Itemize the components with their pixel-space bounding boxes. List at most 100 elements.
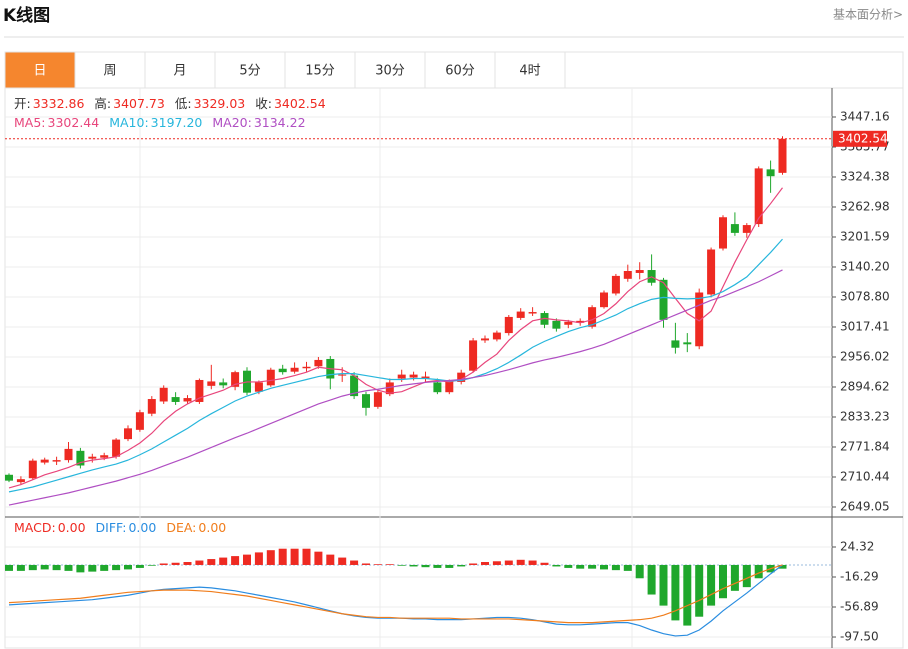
tab-label[interactable]: 日 <box>33 64 46 79</box>
candle-body <box>159 387 168 402</box>
tab-label[interactable]: 4时 <box>519 64 540 79</box>
macd-bar <box>588 564 597 569</box>
legend-value: 0.00 <box>58 520 86 535</box>
tab[interactable] <box>284 51 356 89</box>
macd-bar <box>683 564 692 626</box>
ohlc-legend: 开: 3332.86 高: 3407.73 低: 3329.03 收: 3402.54 <box>14 96 326 111</box>
y-tick-label: 2710.44 <box>840 470 890 484</box>
macd-bar <box>171 562 180 565</box>
y-tick-label: 3324.38 <box>840 169 890 183</box>
y-tick-label: -16.29 <box>840 570 879 584</box>
macd-bar <box>528 560 537 565</box>
candle-body <box>16 479 25 483</box>
tab[interactable] <box>4 51 76 89</box>
y-tick-label: 3078.80 <box>840 290 890 304</box>
legend-value: 0.00 <box>198 520 226 535</box>
macd-bar <box>469 563 478 565</box>
macd-bar <box>124 564 132 570</box>
candle-body <box>588 307 597 327</box>
candle-body <box>635 270 644 273</box>
candle-body <box>219 382 228 386</box>
macd-bar <box>707 564 716 606</box>
macd-bar <box>64 564 73 571</box>
line-series <box>8 238 783 493</box>
candle-body <box>695 292 704 347</box>
legend-label: DIFF: <box>96 520 127 535</box>
tab-label[interactable]: 15分 <box>305 64 335 79</box>
candle-body <box>183 398 192 402</box>
macd-bar <box>195 560 204 565</box>
tab-label[interactable]: 月 <box>173 64 186 79</box>
legend-label: 开: <box>14 96 31 111</box>
y-tick-label: 3017.41 <box>840 320 890 334</box>
y-tick-label: 2771.84 <box>840 440 890 454</box>
legend-label: 低: <box>175 96 192 111</box>
macd-bar <box>88 564 97 572</box>
candle-body <box>112 439 121 457</box>
macd-legend: MACD: 0.00 DIFF: 0.00 DEA: 0.00 <box>14 520 226 535</box>
macd-bar <box>338 557 347 565</box>
candle-body <box>671 340 680 348</box>
macd-bar <box>350 560 359 565</box>
macd-bar <box>207 559 216 565</box>
candle-body <box>52 460 61 462</box>
current-price-label: 3402.54 <box>838 131 888 145</box>
macd-bar <box>457 564 466 567</box>
candle-body <box>516 311 525 318</box>
candle-body <box>433 382 442 393</box>
candle-body <box>135 412 144 430</box>
candle-body <box>147 399 156 414</box>
page-title: K线图 <box>3 5 50 26</box>
ma-legend: MA5: 3302.44 MA10: 3197.20 MA20: 3134.22 <box>14 115 306 130</box>
candle-body <box>397 374 406 379</box>
candle-body <box>314 359 323 367</box>
macd-bar <box>433 564 442 568</box>
tab[interactable] <box>494 51 566 89</box>
candle-body <box>564 321 573 325</box>
macd-bar <box>362 563 370 565</box>
candle-body <box>469 340 478 371</box>
y-tick-label: 2833.23 <box>840 410 890 424</box>
macd-bar <box>754 564 763 579</box>
macd-bar <box>481 562 489 565</box>
candle-body <box>124 428 132 440</box>
legend-label: 收: <box>255 96 272 111</box>
y-tick-label: 3201.59 <box>840 229 890 243</box>
macd-bar <box>778 564 787 569</box>
macd-bar <box>28 564 37 571</box>
tab-label[interactable]: 30分 <box>375 64 405 79</box>
macd-bar <box>254 552 263 565</box>
candle-body <box>778 138 787 173</box>
fundamentals-link[interactable]: 基本面分析> <box>833 8 903 22</box>
y-tick-label: 3447.16 <box>840 109 890 123</box>
y-tick-label: 2894.62 <box>840 380 890 394</box>
candle-body <box>385 382 394 395</box>
macd-bar <box>52 564 61 571</box>
y-tick-label: 2956.02 <box>840 350 890 364</box>
macd-bar <box>112 564 121 571</box>
macd-bar <box>135 564 144 568</box>
macd-bar <box>445 564 454 568</box>
tab[interactable] <box>144 51 216 89</box>
tab-label[interactable]: 周 <box>103 64 116 79</box>
candle-body <box>659 279 668 320</box>
tab-label[interactable]: 5分 <box>239 64 260 79</box>
tab[interactable] <box>74 51 146 89</box>
candle-body <box>350 375 359 397</box>
candle-body <box>552 320 561 329</box>
candle-body <box>730 224 739 233</box>
candle-body <box>302 366 311 369</box>
legend-label: 高: <box>94 96 111 111</box>
candle-body <box>171 397 180 402</box>
legend-label: MACD: <box>14 520 56 535</box>
candle-body <box>457 372 466 382</box>
candle-body <box>623 271 632 279</box>
legend-value: 3134.22 <box>254 115 306 130</box>
tab-label[interactable]: 60分 <box>445 64 475 79</box>
candle-body <box>195 379 204 402</box>
candle-body <box>600 292 608 308</box>
candle-body <box>290 367 299 372</box>
y-tick-label: -97.50 <box>840 630 879 644</box>
macd-bar <box>552 564 561 567</box>
